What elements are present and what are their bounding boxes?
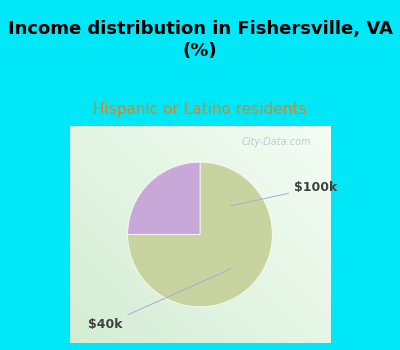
Text: City-Data.com: City-Data.com: [242, 137, 312, 147]
Wedge shape: [128, 162, 200, 234]
Text: Hispanic or Latino residents: Hispanic or Latino residents: [93, 102, 307, 117]
Wedge shape: [128, 162, 272, 307]
Text: $40k: $40k: [88, 269, 231, 331]
Text: $100k: $100k: [231, 181, 337, 206]
Text: Income distribution in Fishersville, VA
(%): Income distribution in Fishersville, VA …: [8, 20, 392, 60]
